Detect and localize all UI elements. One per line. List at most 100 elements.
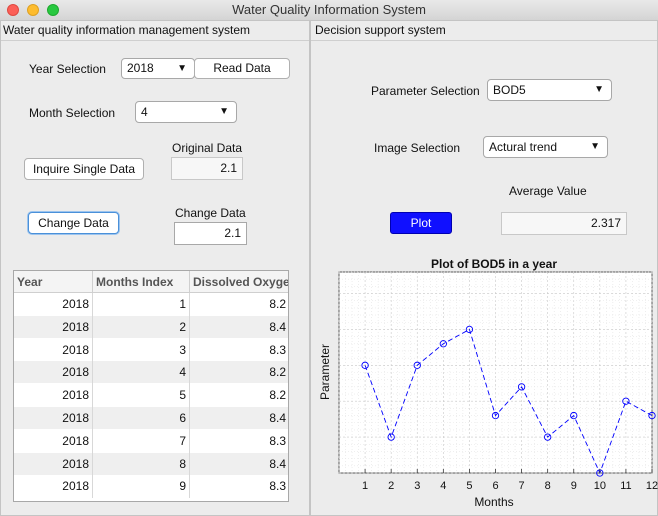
dropdown-arrow-icon: ▼: [594, 84, 604, 95]
data-point: [439, 340, 447, 348]
table-row[interactable]: 2018 2 8.4: [14, 315, 288, 339]
x-tick-label: 2: [388, 480, 394, 492]
x-axis-label: Months: [474, 495, 513, 509]
water-quality-table[interactable]: Year Months Index Dissolved Oxyge 2018 1 8…: [13, 270, 289, 502]
data-point: [413, 361, 421, 369]
panel-divider: [1, 40, 309, 41]
x-tick-labels: 1 2 3 4 5 6 7 8 9 10 11 12: [362, 469, 658, 492]
month-select-value: 4: [141, 105, 148, 119]
data-point: [517, 383, 526, 391]
cell-month-index: 4: [93, 361, 190, 385]
cell-month-index: 9: [93, 475, 190, 499]
table-row[interactable]: 2018 6 8.4: [14, 407, 288, 430]
table-row[interactable]: 2018 8 8.4: [14, 452, 288, 476]
cell-year: 2018: [14, 429, 93, 453]
parameter-selection-label: Parameter Selection: [371, 84, 480, 98]
management-panel-title: Water quality information management sys…: [3, 23, 250, 37]
cell-dissolved-oxygen: 8.4: [190, 407, 288, 430]
series-line: [364, 328, 653, 475]
cell-month-index: 2: [93, 315, 190, 339]
x-tick-label: 1: [362, 480, 368, 492]
data-point: [361, 361, 369, 369]
minimize-window-icon[interactable]: [27, 4, 39, 16]
dropdown-arrow-icon: ▼: [177, 63, 187, 74]
change-data-button[interactable]: Change Data: [28, 212, 119, 234]
x-tick-label: 4: [440, 480, 446, 492]
bod5-series-line: [364, 328, 653, 475]
column-header-months-index[interactable]: Months Index: [93, 271, 190, 293]
x-tick-label: 12: [646, 480, 658, 492]
table-row[interactable]: 2018 1 8.2: [14, 293, 288, 316]
data-point: [465, 325, 474, 334]
read-data-button[interactable]: Read Data: [194, 58, 290, 79]
grid-lines: [338, 271, 653, 474]
column-header-dissolved-oxygen[interactable]: Dissolved Oxyge: [190, 271, 288, 293]
cell-month-index: 8: [93, 452, 190, 476]
zoom-window-icon[interactable]: [47, 4, 59, 16]
x-tick-label: 5: [466, 480, 472, 492]
cell-year: 2018: [14, 315, 93, 339]
cell-year: 2018: [14, 452, 93, 476]
cell-month-index: 7: [93, 429, 190, 453]
bod5-trend-chart: Plot of BOD5 in a year 1 2 3 4 5 6 7 8 9 10 11 12 M…: [318, 257, 658, 509]
cell-dissolved-oxygen: 8.3: [190, 475, 288, 498]
plot-button[interactable]: Plot: [390, 212, 452, 234]
data-point: [387, 433, 395, 441]
table-row[interactable]: 2018 3 8.3: [14, 338, 288, 362]
table-row[interactable]: 2018 5 8.2: [14, 384, 288, 408]
close-window-icon[interactable]: [7, 4, 19, 16]
table-row[interactable]: 2018 4 8.2: [14, 361, 288, 385]
dropdown-arrow-icon: ▼: [590, 141, 600, 152]
dropdown-arrow-icon: ▼: [219, 106, 229, 117]
y-axis-label: Parameter: [318, 344, 332, 400]
original-data-label: Original Data: [172, 141, 243, 155]
data-point: [648, 411, 656, 420]
table-header-row: Year Months Index Dissolved Oxyge: [14, 271, 288, 293]
year-select-value: 2018: [127, 61, 154, 75]
x-tick-label: 10: [594, 480, 606, 492]
x-tick-label: 11: [620, 480, 631, 492]
average-value-field: 2.317: [501, 212, 627, 235]
window-titlebar: Water Quality Information System: [0, 0, 658, 21]
x-tick-label: 9: [571, 480, 577, 492]
parameter-select[interactable]: BOD5 ▼: [487, 79, 612, 101]
cell-year: 2018: [14, 384, 93, 408]
month-selection-label: Month Selection: [29, 106, 116, 120]
original-data-field: 2.1: [171, 157, 243, 180]
data-point: [491, 411, 500, 420]
cell-month-index: 5: [93, 384, 190, 408]
image-selection-label: Image Selection: [374, 141, 461, 155]
cell-dissolved-oxygen: 8.3: [190, 339, 288, 362]
chart-title: Plot of BOD5 in a year: [431, 257, 557, 271]
data-point: [570, 411, 578, 420]
parameter-select-value: BOD5: [493, 83, 526, 97]
average-value-label: Average Value: [509, 184, 587, 198]
cell-dissolved-oxygen: 8.4: [190, 316, 288, 339]
month-select[interactable]: 4 ▼: [135, 101, 237, 123]
window-title: Water Quality Information System: [232, 2, 426, 17]
cell-year: 2018: [14, 475, 93, 499]
cell-dissolved-oxygen: 8.2: [190, 361, 288, 384]
cell-dissolved-oxygen: 8.3: [190, 430, 288, 453]
cell-dissolved-oxygen: 8.2: [190, 293, 288, 316]
cell-year: 2018: [14, 361, 93, 385]
image-select[interactable]: Actural trend ▼: [483, 136, 608, 158]
decision-panel-title: Decision support system: [315, 23, 446, 37]
change-data-input[interactable]: 2.1: [174, 222, 247, 245]
panel-divider: [311, 40, 657, 41]
column-header-year[interactable]: Year: [14, 271, 93, 293]
table-row[interactable]: 2018 9 8.3: [14, 475, 288, 499]
table-row[interactable]: 2018 7 8.3: [14, 429, 288, 453]
cell-year: 2018: [14, 338, 93, 362]
cell-dissolved-oxygen: 8.4: [190, 453, 288, 476]
x-tick-label: 3: [414, 480, 420, 492]
x-tick-label: 8: [545, 480, 551, 492]
inquire-single-data-button[interactable]: Inquire Single Data: [24, 158, 144, 180]
cell-year: 2018: [14, 407, 93, 430]
cell-month-index: 1: [93, 293, 190, 316]
x-tick-label: 6: [492, 480, 498, 492]
cell-month-index: 3: [93, 338, 190, 362]
change-data-label: Change Data: [175, 206, 246, 220]
data-point: [622, 397, 630, 405]
year-select[interactable]: 2018 ▼: [121, 58, 195, 79]
